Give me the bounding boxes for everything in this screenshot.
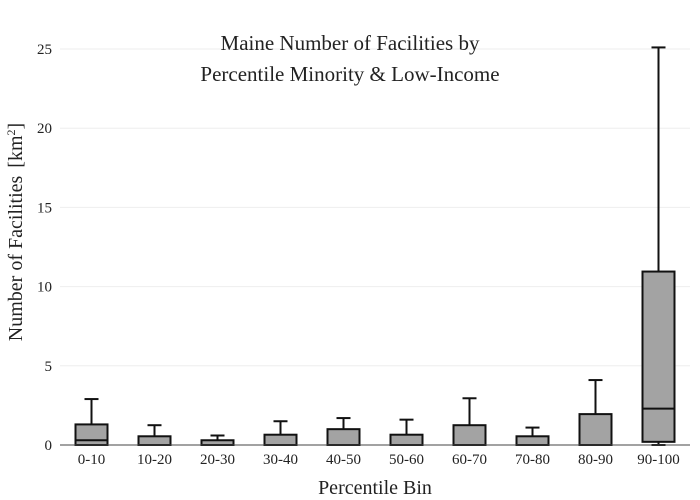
box-iqr bbox=[263, 433, 298, 446]
chart-title-line-1: Maine Number of Facilities by bbox=[221, 31, 480, 55]
x-tick-label: 30-40 bbox=[263, 452, 298, 468]
box-iqr bbox=[578, 413, 613, 447]
box-iqr bbox=[326, 428, 361, 447]
x-tick-label: 10-20 bbox=[137, 452, 172, 468]
box-30-40 bbox=[263, 420, 298, 446]
y-tick-label: 20 bbox=[37, 121, 52, 137]
y-axis-label-name: Number of Facilities bbox=[5, 175, 27, 341]
x-tick-label: 60-70 bbox=[452, 452, 487, 468]
y-tick-label: 15 bbox=[37, 200, 52, 216]
y-tick-label: 25 bbox=[37, 42, 52, 58]
x-axis-label: Percentile Bin bbox=[318, 477, 432, 499]
box-iqr bbox=[74, 423, 109, 446]
y-axis-label: Number of Facilities [km2] bbox=[4, 123, 27, 341]
y-axis-label-unit-exponent: 2 bbox=[4, 129, 18, 135]
x-tick-label: 70-80 bbox=[515, 452, 550, 468]
y-tick-label: 0 bbox=[45, 438, 53, 454]
box-iqr bbox=[389, 433, 424, 446]
box-20-30 bbox=[200, 434, 235, 446]
x-tick-label: 90-100 bbox=[637, 452, 680, 468]
box-80-90 bbox=[578, 379, 613, 447]
box-iqr bbox=[641, 270, 676, 443]
x-tick-label: 40-50 bbox=[326, 452, 361, 468]
y-axis-label-unit: [km bbox=[5, 135, 27, 168]
axes: 0 5 10 15 20 25 0-10 10-20 20-30 30-40 40-50 50-60 6… bbox=[37, 42, 690, 468]
box-60-70 bbox=[452, 397, 487, 446]
box-series bbox=[74, 46, 676, 447]
box-iqr bbox=[452, 424, 487, 446]
chart-title-line-2: Percentile Minority & Low-Income bbox=[200, 62, 499, 86]
x-tick-label: 80-90 bbox=[578, 452, 613, 468]
box-50-60 bbox=[389, 418, 424, 446]
y-tick-label: 5 bbox=[45, 359, 53, 375]
x-tick-label: 20-30 bbox=[200, 452, 235, 468]
x-tick-label: 0-10 bbox=[78, 452, 106, 468]
box-10-20 bbox=[137, 424, 172, 447]
x-tick-label: 50-60 bbox=[389, 452, 424, 468]
y-axis-label-unit-close: ] bbox=[5, 123, 27, 130]
box-90-100 bbox=[641, 46, 676, 446]
box-iqr bbox=[137, 435, 172, 447]
box-40-50 bbox=[326, 417, 361, 447]
box-70-80 bbox=[515, 426, 550, 447]
grid-lines bbox=[60, 48, 690, 367]
box-0-10 bbox=[74, 398, 109, 446]
y-tick-label: 10 bbox=[37, 280, 52, 296]
box-iqr bbox=[515, 435, 550, 447]
